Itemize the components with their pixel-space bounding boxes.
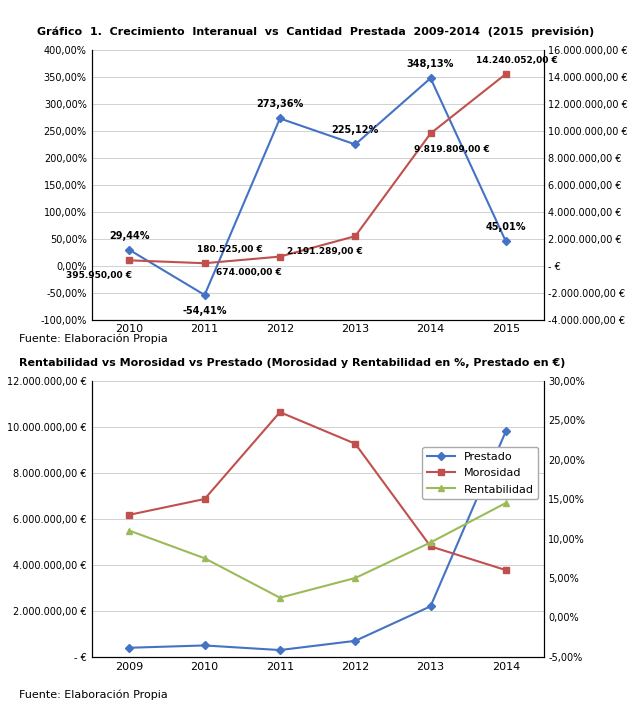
Text: 273,36%: 273,36% — [257, 99, 303, 109]
Morosidad — [351, 439, 359, 448]
Line: Prestado: Prestado — [126, 428, 509, 653]
Text: 395.950,00 €: 395.950,00 € — [66, 271, 131, 281]
Morosidad — [126, 510, 133, 519]
Prestado — [126, 643, 133, 652]
Text: 45,01%: 45,01% — [485, 223, 526, 233]
Text: 9.819.809,00 €: 9.819.809,00 € — [413, 144, 489, 154]
Text: 180.525,00 €: 180.525,00 € — [197, 245, 262, 254]
Text: Fuente: Elaboración Propia: Fuente: Elaboración Propia — [19, 689, 167, 700]
Text: Rentabilidad vs Morosidad vs Prestado (Morosidad y Rentabilidad en %, Prestado e: Rentabilidad vs Morosidad vs Prestado (M… — [19, 358, 566, 368]
Prestado — [427, 602, 434, 610]
Text: 674.000,00 €: 674.000,00 € — [217, 268, 283, 276]
Text: Gráfico  1.  Crecimiento  Interanual  vs  Cantidad  Prestada  2009-2014  (2015  : Gráfico 1. Crecimiento Interanual vs Can… — [37, 27, 595, 37]
Rentabilidad — [351, 574, 359, 582]
Text: -54,41%: -54,41% — [183, 307, 227, 317]
Prestado — [351, 637, 359, 645]
Morosidad — [502, 566, 509, 574]
Legend: Prestado, Morosidad, Rentabilidad: Prestado, Morosidad, Rentabilidad — [422, 447, 538, 499]
Morosidad — [276, 408, 284, 416]
Prestado — [276, 645, 284, 654]
Text: Fuente: Elaboración Propia: Fuente: Elaboración Propia — [19, 334, 167, 345]
Rentabilidad — [502, 498, 509, 507]
Rentabilidad — [276, 593, 284, 602]
Rentabilidad — [427, 538, 434, 547]
Rentabilidad — [201, 554, 209, 563]
Line: Rentabilidad: Rentabilidad — [126, 500, 509, 601]
Text: 14.240.052,00 €: 14.240.052,00 € — [476, 56, 558, 65]
Morosidad — [427, 542, 434, 551]
Text: 348,13%: 348,13% — [407, 59, 454, 69]
Text: 225,12%: 225,12% — [332, 126, 379, 135]
Line: Morosidad: Morosidad — [126, 409, 509, 573]
Prestado — [201, 641, 209, 650]
Text: 2.191.289,00 €: 2.191.289,00 € — [287, 247, 363, 256]
Rentabilidad — [126, 526, 133, 535]
Prestado — [502, 427, 509, 436]
Morosidad — [201, 495, 209, 503]
Text: 29,44%: 29,44% — [109, 230, 150, 241]
